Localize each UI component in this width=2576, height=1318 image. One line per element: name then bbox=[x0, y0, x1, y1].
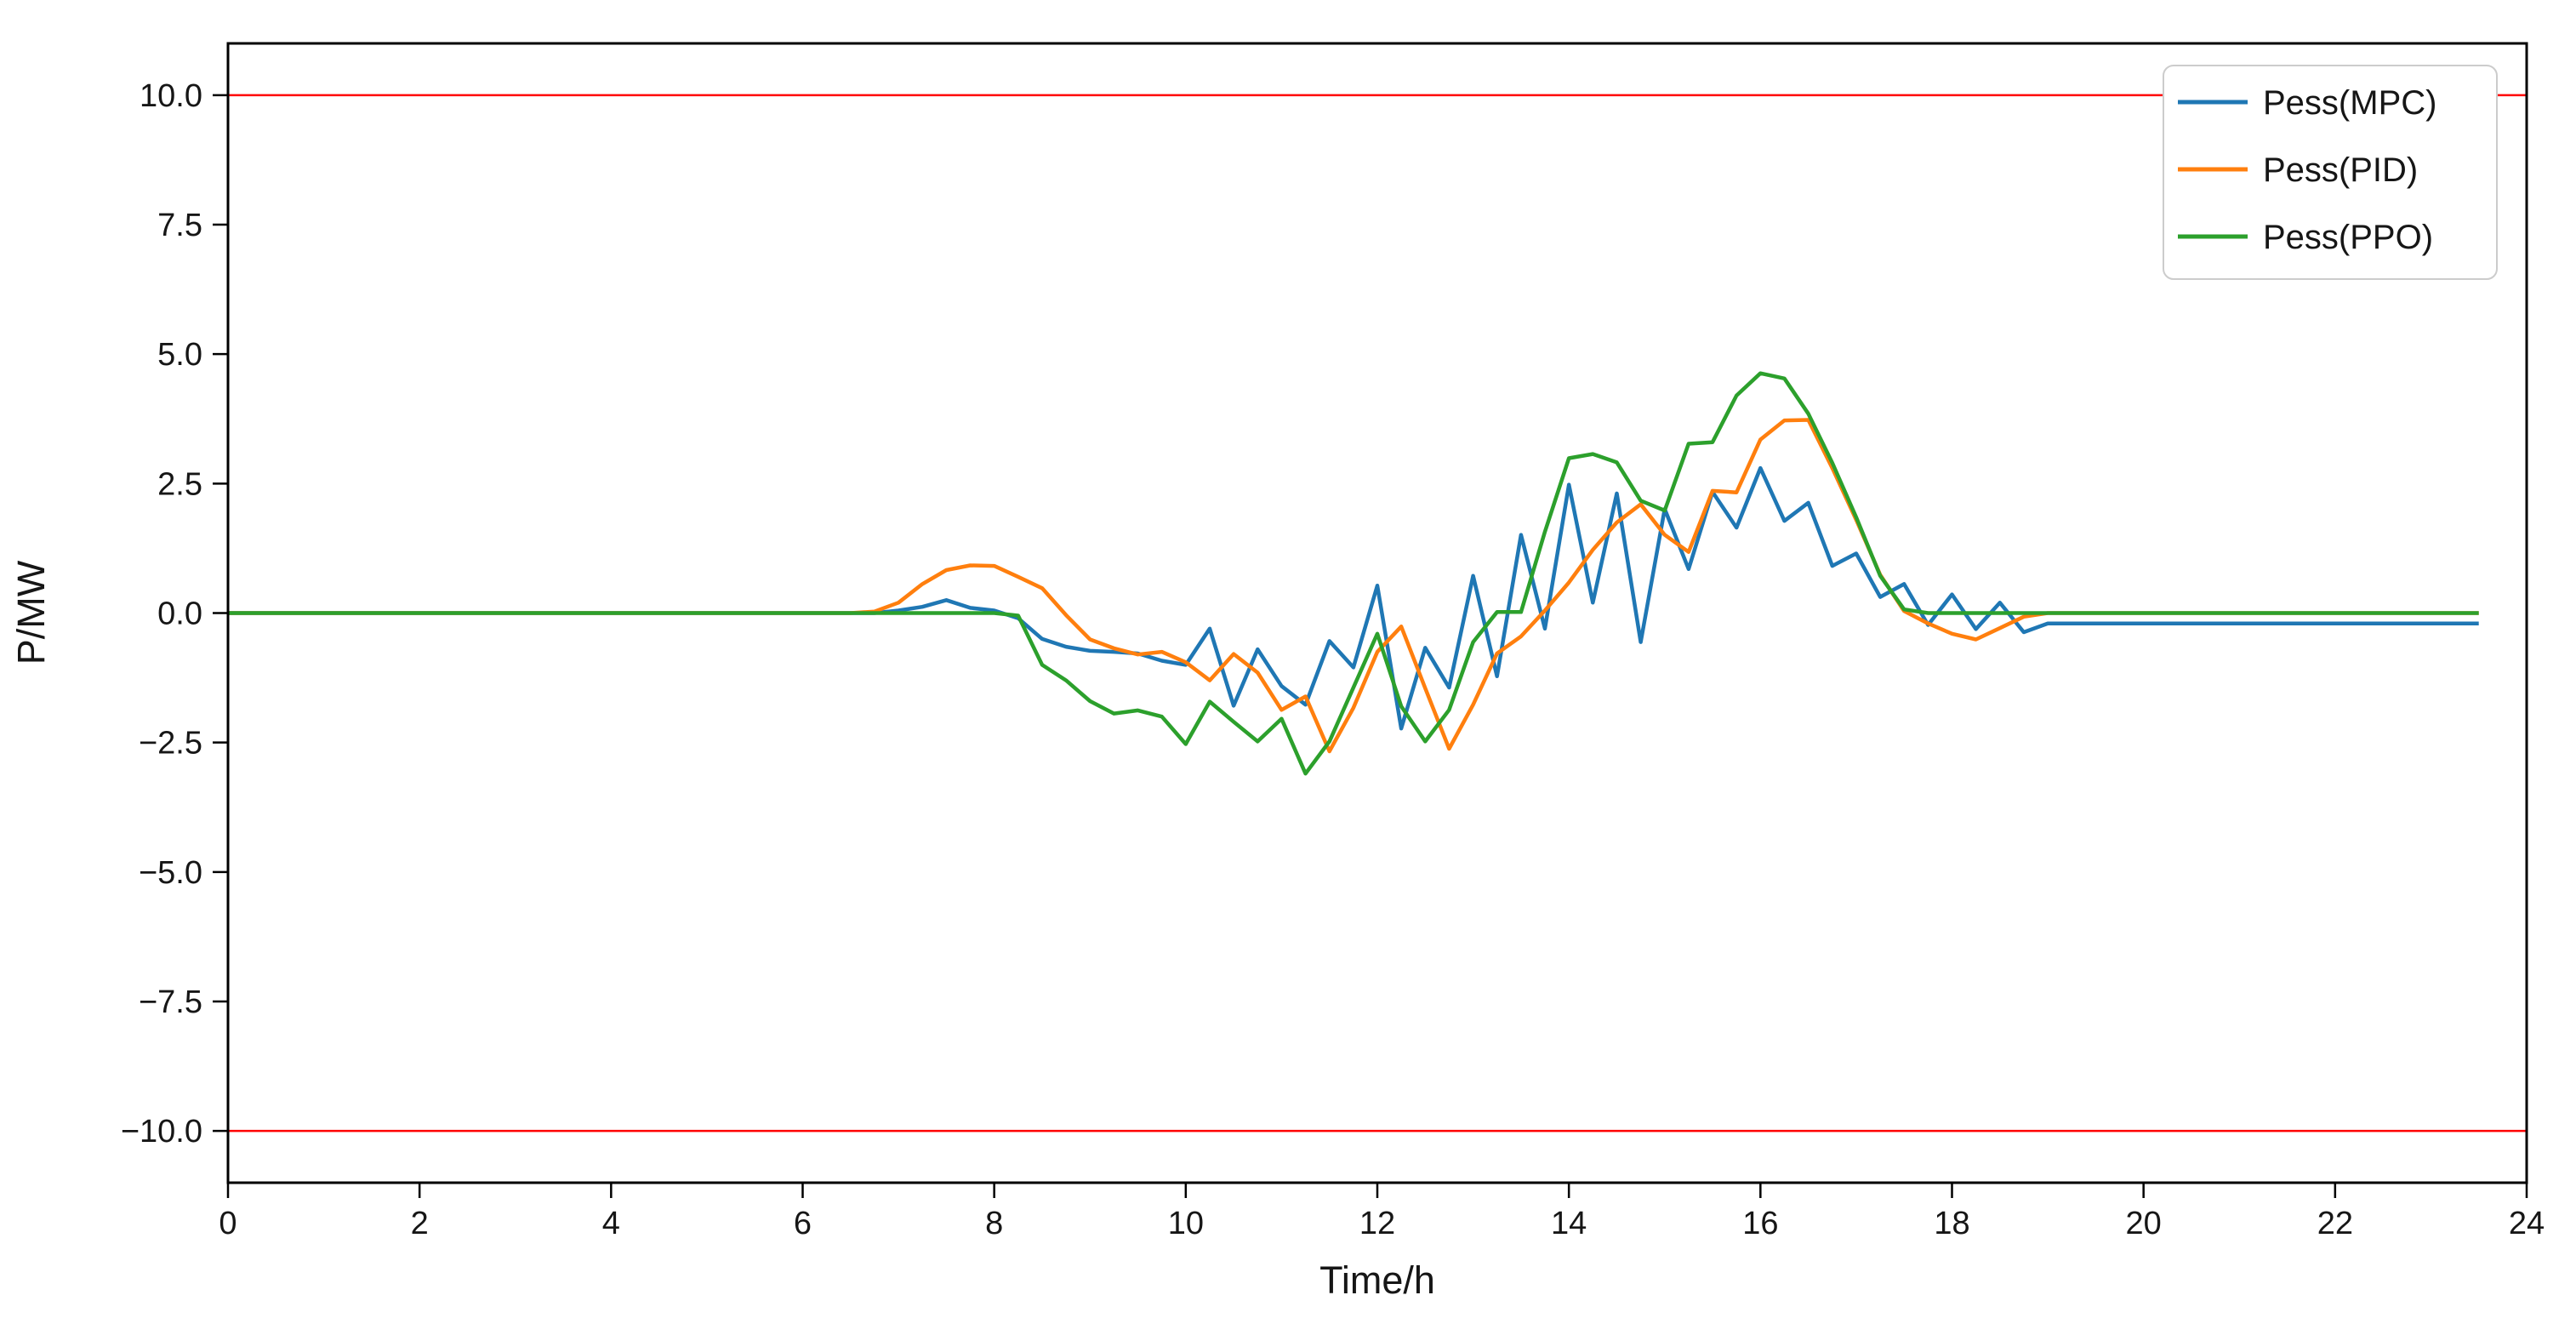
x-axis-label: Time/h bbox=[1319, 1258, 1435, 1302]
series-line-pess-ppo- bbox=[228, 371, 2479, 776]
y-tick-label: 2.5 bbox=[157, 466, 202, 502]
legend: Pess(MPC) Pess(PID) Pess(PPO) bbox=[2163, 65, 2498, 280]
y-tick-label: 7.5 bbox=[157, 208, 202, 243]
x-tick-label: 24 bbox=[2509, 1206, 2545, 1241]
x-tick-label: 6 bbox=[794, 1206, 812, 1241]
x-tick-label: 12 bbox=[1359, 1206, 1395, 1241]
x-tick-label: 4 bbox=[602, 1206, 620, 1241]
legend-label: Pess(PID) bbox=[2263, 151, 2418, 189]
y-axis-ticks: −10.0 −7.5 −5.0 −2.5 0.0 2.5 5.0 7.5 10.0 bbox=[121, 78, 228, 1150]
limit-lines-group bbox=[228, 94, 2527, 1133]
series-lines-group bbox=[228, 371, 2479, 776]
y-tick-label: 5.0 bbox=[157, 337, 202, 373]
legend-label: Pess(PPO) bbox=[2263, 219, 2433, 256]
y-tick-label: 0.0 bbox=[157, 596, 202, 632]
x-tick-label: 20 bbox=[2126, 1206, 2162, 1241]
x-axis-ticks: 0 2 4 6 8 10 12 14 16 18 20 22 24 bbox=[219, 1183, 2545, 1241]
x-tick-label: 16 bbox=[1742, 1206, 1778, 1241]
y-tick-label: −5.0 bbox=[139, 855, 202, 891]
x-tick-label: 22 bbox=[2317, 1206, 2353, 1241]
x-tick-label: 2 bbox=[411, 1206, 429, 1241]
series-line-pess-pid- bbox=[228, 418, 2479, 754]
legend-box bbox=[2163, 65, 2498, 280]
x-tick-label: 10 bbox=[1168, 1206, 1204, 1241]
x-tick-label: 8 bbox=[985, 1206, 1003, 1241]
x-tick-label: 0 bbox=[219, 1206, 237, 1241]
y-tick-label: −10.0 bbox=[121, 1114, 202, 1150]
x-tick-label: 14 bbox=[1551, 1206, 1587, 1241]
y-tick-label: 10.0 bbox=[140, 78, 202, 114]
y-tick-label: −2.5 bbox=[139, 726, 202, 762]
x-tick-label: 18 bbox=[1934, 1206, 1969, 1241]
y-tick-label: −7.5 bbox=[139, 984, 202, 1020]
y-axis-label: P/MW bbox=[9, 560, 53, 665]
legend-label: Pess(MPC) bbox=[2263, 84, 2436, 122]
